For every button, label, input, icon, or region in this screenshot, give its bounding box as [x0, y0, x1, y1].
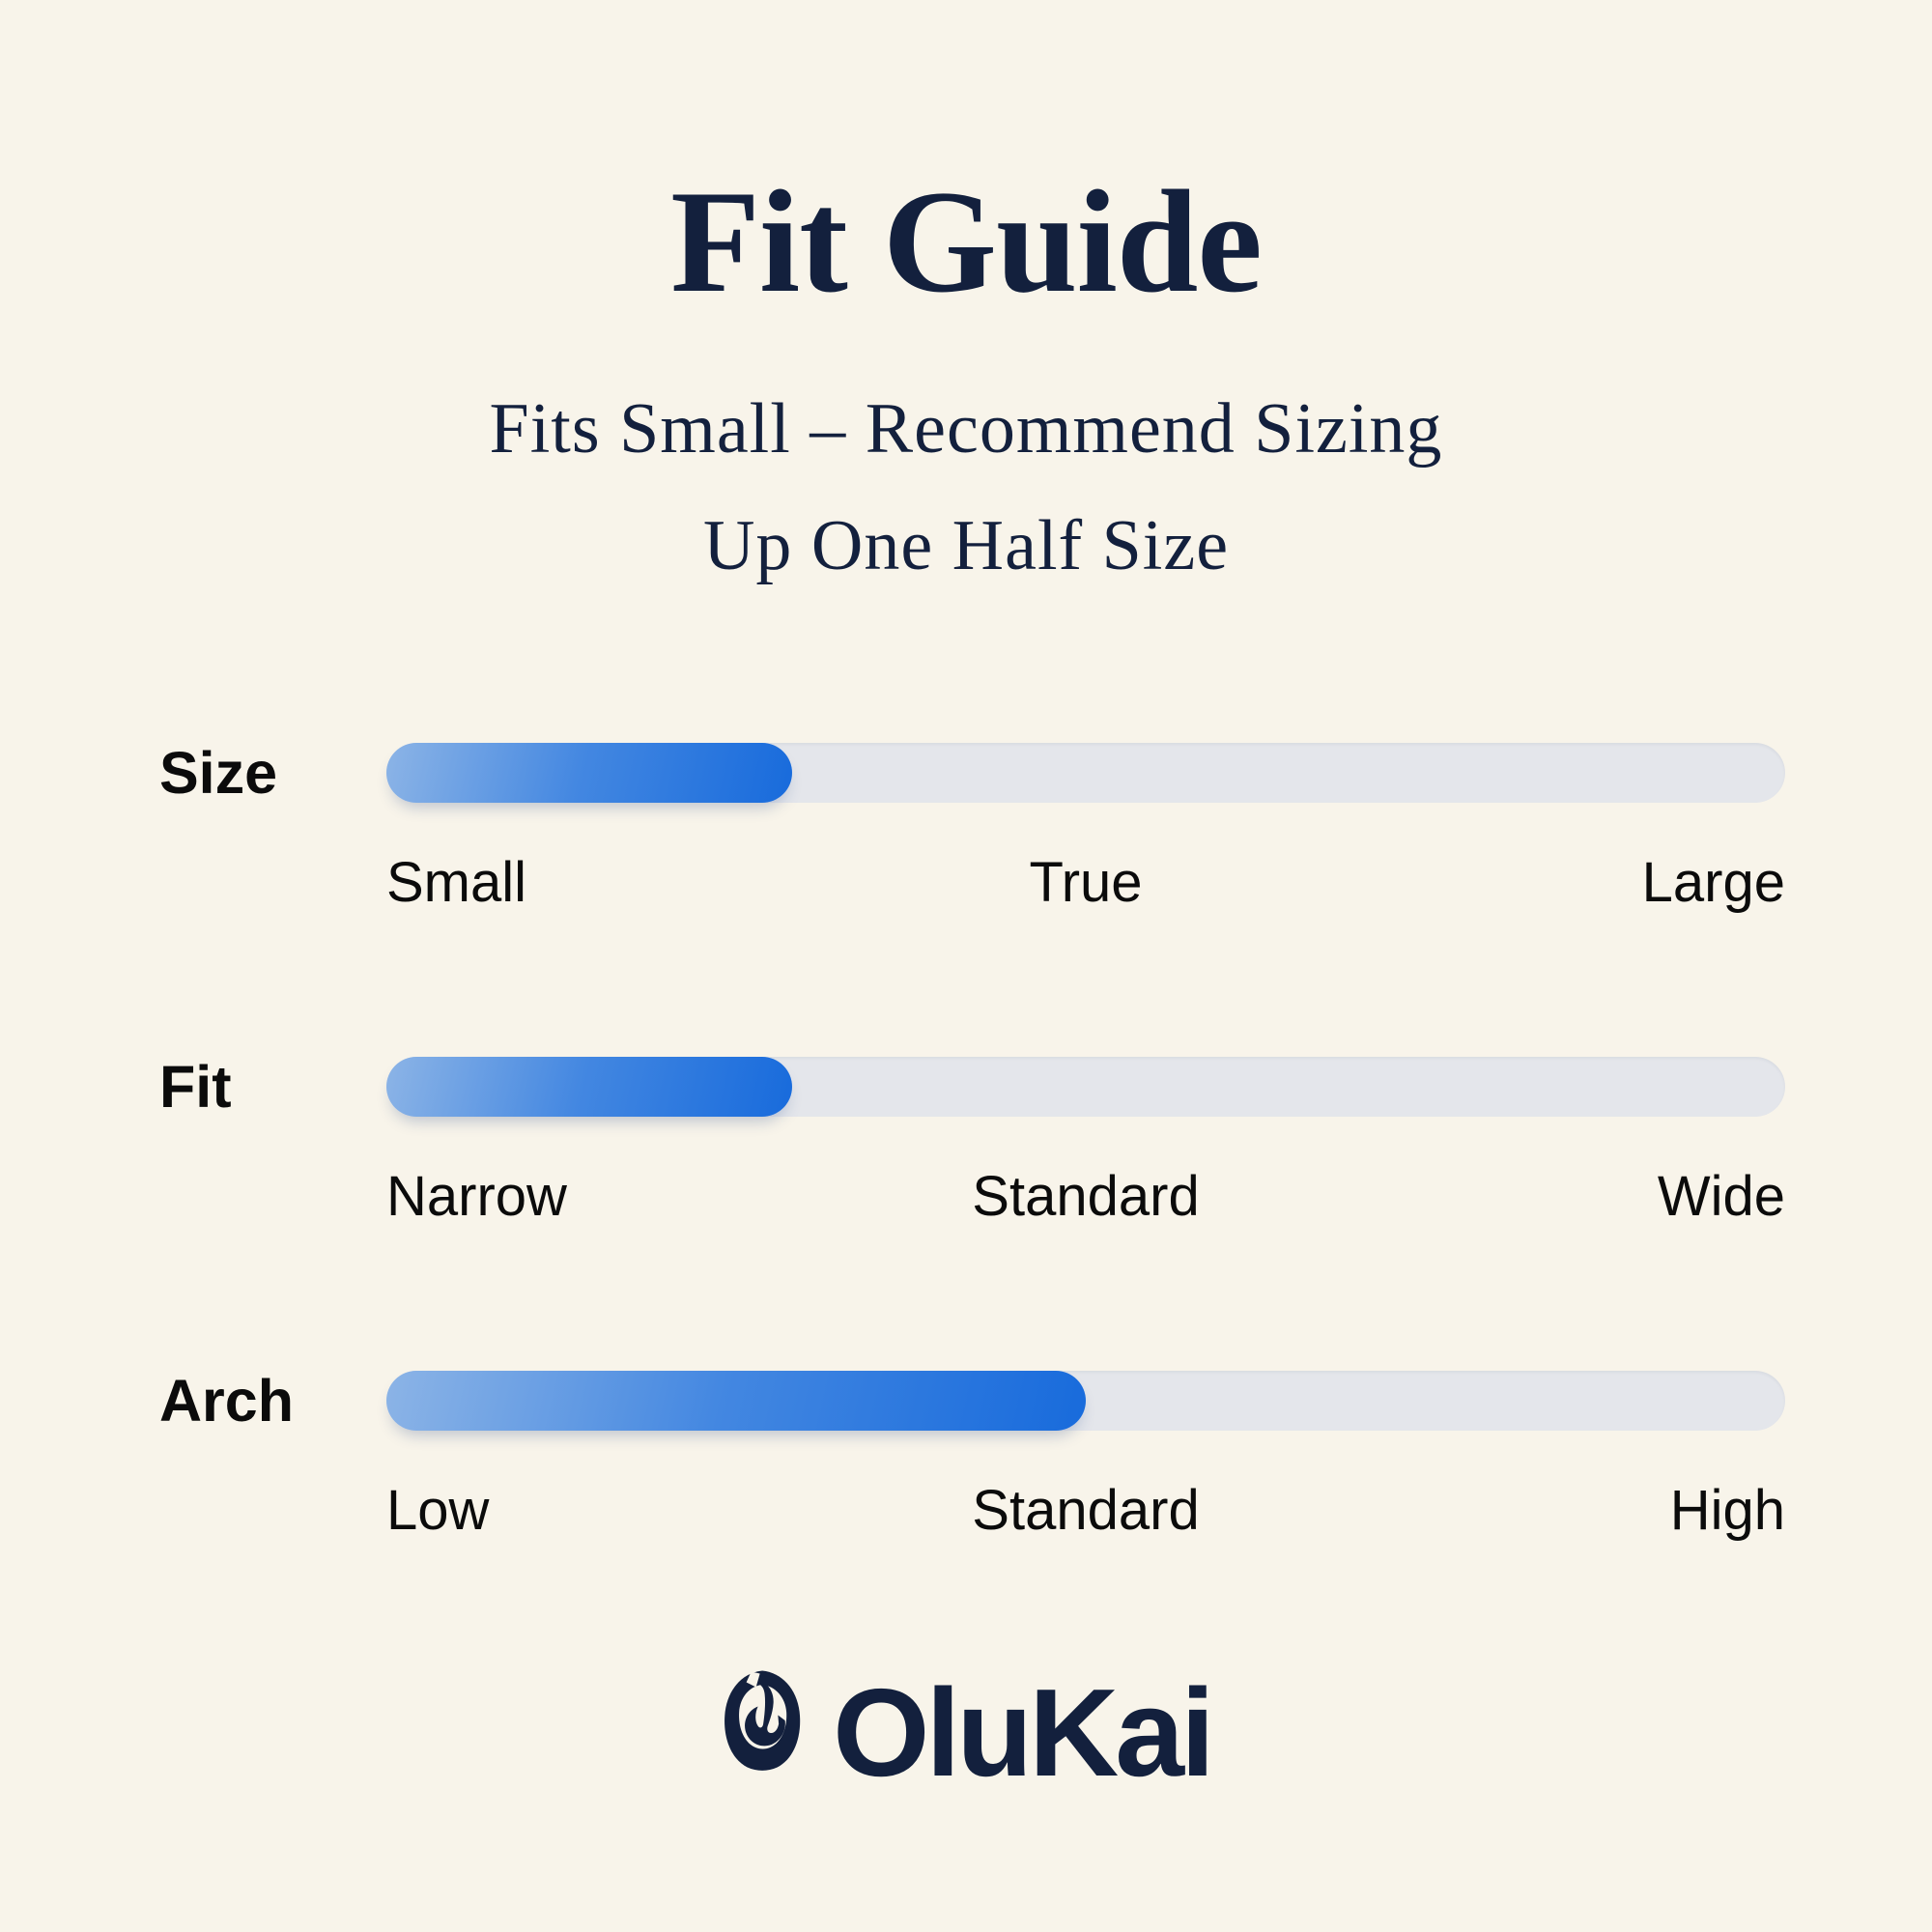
brand-wordmark: OluKai [833, 1663, 1215, 1803]
slider-fill [386, 1057, 792, 1117]
subtitle-line-2: Up One Half Size [702, 506, 1230, 585]
slider-fill [386, 1371, 1086, 1431]
slider-row: Size Small True Large [0, 740, 1932, 1057]
scale-label-center: True [1029, 851, 1143, 914]
slider-row: Fit Narrow Standard Wide [0, 1054, 1932, 1371]
subtitle-line-1: Fits Small – Recommend Sizing [489, 389, 1443, 469]
scale-label-center: Standard [972, 1165, 1200, 1228]
slider-label: Size [159, 740, 278, 806]
scale-label-left: Narrow [386, 1165, 567, 1228]
slider-track [386, 1057, 1785, 1117]
scale-label-right: High [1669, 1479, 1785, 1542]
slider-row: Arch Low Standard High [0, 1368, 1932, 1685]
subtitle: Fits Small – Recommend Sizing Up One Hal… [0, 371, 1932, 605]
brand-logo: OluKai [721, 1669, 1215, 1796]
slider-group: Size Small True Large Fit Narrow Standar… [0, 740, 1932, 1685]
page-title: Fit Guide [670, 160, 1263, 323]
slider-track [386, 1371, 1785, 1431]
scale-label-right: Wide [1657, 1165, 1785, 1228]
fish-hook-icon [724, 1670, 801, 1771]
slider-scale: Small True Large [386, 850, 1785, 920]
scale-label-left: Low [386, 1479, 490, 1542]
scale-label-left: Small [386, 851, 527, 914]
slider-scale: Low Standard High [386, 1478, 1785, 1548]
slider-scale: Narrow Standard Wide [386, 1164, 1785, 1234]
slider-track [386, 743, 1785, 803]
slider-label: Fit [159, 1054, 232, 1120]
scale-label-center: Standard [972, 1479, 1200, 1542]
slider-label: Arch [159, 1368, 294, 1434]
slider-fill [386, 743, 792, 803]
scale-label-right: Large [1641, 851, 1785, 914]
